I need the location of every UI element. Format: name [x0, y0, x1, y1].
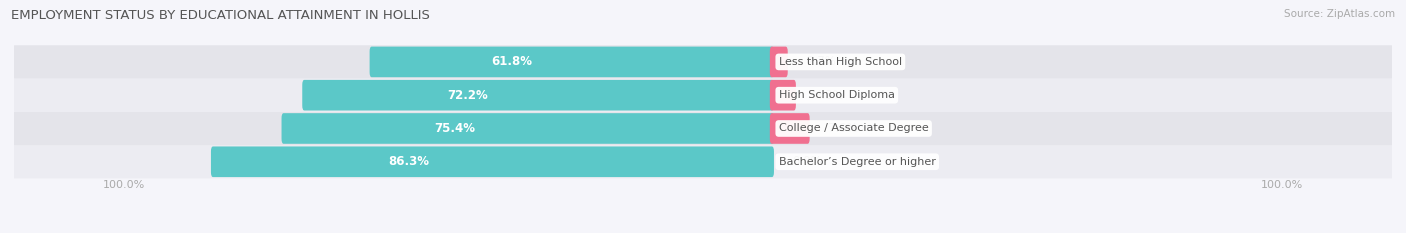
- Text: 72.2%: 72.2%: [447, 89, 488, 102]
- FancyBboxPatch shape: [14, 112, 1392, 145]
- Text: Source: ZipAtlas.com: Source: ZipAtlas.com: [1284, 9, 1395, 19]
- Text: 4.3%: 4.3%: [814, 89, 844, 102]
- FancyBboxPatch shape: [14, 45, 1392, 79]
- Text: 75.4%: 75.4%: [434, 122, 475, 135]
- Text: Less than High School: Less than High School: [779, 57, 901, 67]
- Text: 100.0%: 100.0%: [103, 180, 145, 190]
- Legend: In Labor Force, Unemployed: In Labor Force, Unemployed: [585, 230, 821, 233]
- FancyBboxPatch shape: [14, 145, 1392, 178]
- Text: High School Diploma: High School Diploma: [779, 90, 894, 100]
- Text: 0.0%: 0.0%: [793, 155, 823, 168]
- Text: 100.0%: 100.0%: [1261, 180, 1303, 190]
- FancyBboxPatch shape: [281, 113, 773, 144]
- FancyBboxPatch shape: [14, 79, 1392, 112]
- Text: 86.3%: 86.3%: [388, 155, 429, 168]
- Text: 2.7%: 2.7%: [806, 55, 837, 69]
- FancyBboxPatch shape: [770, 47, 787, 77]
- FancyBboxPatch shape: [770, 80, 796, 110]
- FancyBboxPatch shape: [370, 47, 773, 77]
- FancyBboxPatch shape: [770, 113, 810, 144]
- Text: 7.0%: 7.0%: [828, 122, 858, 135]
- FancyBboxPatch shape: [211, 147, 773, 177]
- Text: College / Associate Degree: College / Associate Degree: [779, 123, 928, 134]
- Text: EMPLOYMENT STATUS BY EDUCATIONAL ATTAINMENT IN HOLLIS: EMPLOYMENT STATUS BY EDUCATIONAL ATTAINM…: [11, 9, 430, 22]
- Text: 61.8%: 61.8%: [491, 55, 533, 69]
- Text: Bachelor’s Degree or higher: Bachelor’s Degree or higher: [779, 157, 935, 167]
- FancyBboxPatch shape: [302, 80, 773, 110]
